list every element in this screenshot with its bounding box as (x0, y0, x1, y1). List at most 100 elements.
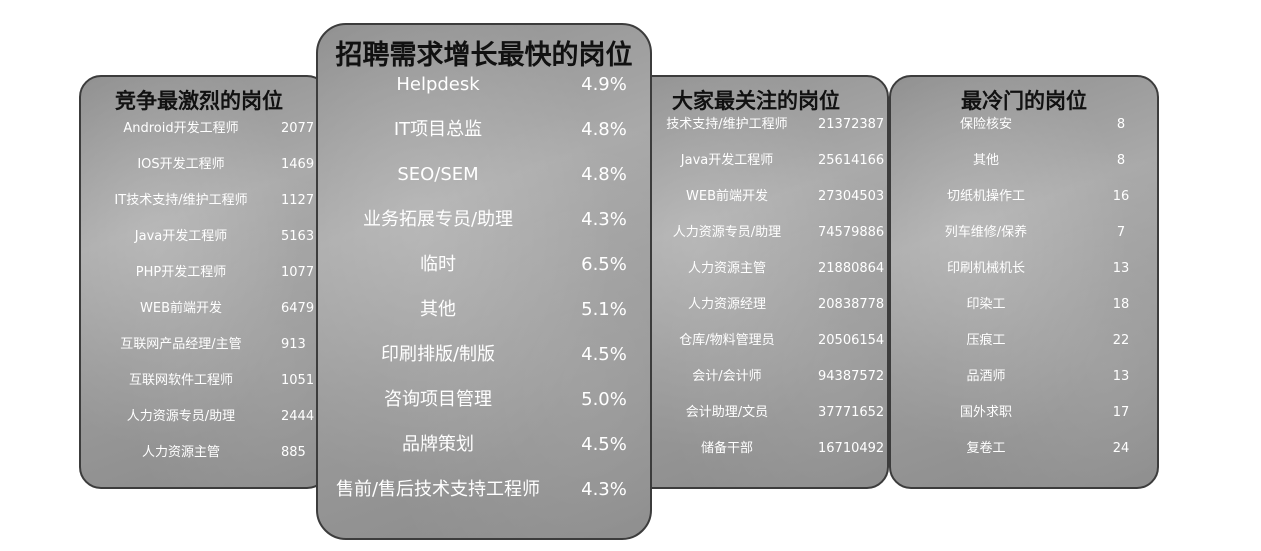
job-value: 25614166 (818, 153, 885, 168)
list-item: 切纸机操作工 16 (891, 187, 1157, 207)
job-value: 94387572 (818, 369, 885, 384)
list-item: Java开发工程师 5163 (81, 227, 327, 247)
list-item: IOS开发工程师 1469 (81, 155, 327, 175)
job-name: 临时 (420, 254, 456, 275)
job-name: Helpdesk (396, 74, 480, 95)
job-value: 20506154 (818, 333, 885, 348)
job-name: 互联网产品经理/主管 (120, 337, 242, 352)
job-value: 20838778 (818, 297, 885, 312)
job-value: 6479 (281, 301, 315, 316)
job-name: 切纸机操作工 (946, 189, 1025, 204)
job-name: 会计助理/文员 (685, 405, 769, 420)
job-name: 其他 (972, 153, 999, 168)
list-item: 仓库/物料管理员 20506154 (612, 331, 887, 351)
list-item: 临时 6.5% (318, 251, 650, 279)
card-title: 最冷门的岗位 (961, 89, 1087, 113)
job-name: 技术支持/维护工程师 (666, 117, 788, 132)
job-name: 人力资源经理 (687, 297, 766, 312)
job-value: 17 (1112, 405, 1130, 420)
job-name: 仓库/物料管理员 (679, 333, 775, 348)
job-name: 印刷机械机长 (946, 261, 1025, 276)
list-item: WEB前端开发 27304503 (612, 187, 887, 207)
job-value: 13 (1112, 261, 1130, 276)
list-item: 人力资源主管 21880864 (612, 259, 887, 279)
job-name: 品牌策划 (402, 434, 474, 455)
job-value: 1469 (281, 157, 315, 172)
list-item: 人力资源专员/助理 2444 (81, 407, 327, 427)
job-value: 24 (1112, 441, 1130, 456)
job-name: 复卷工 (966, 441, 1006, 456)
card-title: 竞争最激烈的岗位 (115, 89, 283, 113)
list-item: 保险核安 8 (891, 115, 1157, 135)
list-item: 人力资源主管 885 (81, 443, 327, 463)
competitive-jobs-card: 竞争最激烈的岗位 Android开发工程师 2077 IOS开发工程师 1469 IT技… (79, 75, 329, 489)
job-value: 8 (1116, 117, 1126, 132)
job-name: Java开发工程师 (680, 153, 774, 168)
job-name: 品酒师 (966, 369, 1006, 384)
job-value: 913 (281, 337, 306, 352)
job-value: 4.8% (581, 164, 627, 185)
job-value: 18 (1112, 297, 1130, 312)
job-name: 人力资源专员/助理 (126, 409, 236, 424)
list-item: 其他 8 (891, 151, 1157, 171)
job-value: 27304503 (818, 189, 885, 204)
job-value: 7 (1116, 225, 1126, 240)
list-item: 人力资源经理 20838778 (612, 295, 887, 315)
list-item: Java开发工程师 25614166 (612, 151, 887, 171)
job-value: 13 (1112, 369, 1130, 384)
job-name: IT项目总监 (393, 119, 483, 140)
job-name: 售前/售后技术支持工程师 (335, 479, 541, 500)
job-value: 885 (281, 445, 306, 460)
job-value: 5.0% (581, 389, 627, 410)
job-value: 37771652 (818, 405, 885, 420)
list-item: 技术支持/维护工程师 21372387 (612, 115, 887, 135)
list-item: 会计/会计师 94387572 (612, 367, 887, 387)
popular-jobs-card: 大家最关注的岗位 技术支持/维护工程师 21372387 Java开发工程师 2561… (610, 75, 889, 489)
job-name: 人力资源专员/助理 (672, 225, 782, 240)
list-item: 咨询项目管理 5.0% (318, 386, 650, 414)
job-name: WEB前端开发 (140, 301, 222, 316)
job-name: IOS开发工程师 (137, 157, 225, 172)
job-name: 印刷排版/制版 (380, 344, 496, 365)
job-value: 4.5% (581, 434, 627, 455)
list-item: 复卷工 24 (891, 439, 1157, 459)
job-value: 74579886 (818, 225, 885, 240)
job-value: 22 (1112, 333, 1130, 348)
list-item: 印刷排版/制版 4.5% (318, 341, 650, 369)
list-item: 印刷机械机长 13 (891, 259, 1157, 279)
job-value: 6.5% (581, 254, 627, 275)
job-value: 5.1% (581, 299, 627, 320)
job-name: 会计/会计师 (692, 369, 762, 384)
job-value: 4.5% (581, 344, 627, 365)
job-value: 4.8% (581, 119, 627, 140)
job-value: 16 (1112, 189, 1130, 204)
job-name: 互联网软件工程师 (128, 373, 233, 388)
job-name: Android开发工程师 (123, 121, 239, 136)
job-name: 人力资源主管 (141, 445, 220, 460)
list-item: 会计助理/文员 37771652 (612, 403, 887, 423)
list-item: 售前/售后技术支持工程师 4.3% (318, 476, 650, 504)
job-value: 21372387 (818, 117, 885, 132)
job-value: 2077 (281, 121, 315, 136)
list-item: 储备干部 16710492 (612, 439, 887, 459)
job-name: 储备干部 (700, 441, 753, 456)
job-name: 咨询项目管理 (384, 389, 492, 410)
job-value: 4.9% (581, 74, 627, 95)
card-title: 招聘需求增长最快的岗位 (335, 40, 633, 71)
job-name: 印染工 (966, 297, 1006, 312)
job-value: 4.3% (581, 209, 627, 230)
list-item: Android开发工程师 2077 (81, 119, 327, 139)
list-item: PHP开发工程师 1077 (81, 263, 327, 283)
cold-jobs-card: 最冷门的岗位 保险核安 8 其他 8 切纸机操作工 16 列车维修/保养 7 印刷机械机长 13 印… (889, 75, 1159, 489)
job-value: 16710492 (818, 441, 885, 456)
list-item: 互联网产品经理/主管 913 (81, 335, 327, 355)
list-item: 业务拓展专员/助理 4.3% (318, 206, 650, 234)
list-item: 压痕工 22 (891, 331, 1157, 351)
list-item: SEO/SEM 4.8% (318, 161, 650, 189)
list-item: 国外求职 17 (891, 403, 1157, 423)
job-name: 压痕工 (966, 333, 1006, 348)
list-item: 品牌策划 4.5% (318, 431, 650, 459)
fastest-growth-jobs-card: 招聘需求增长最快的岗位 Helpdesk 4.9% IT项目总监 4.8% SEO/SE… (316, 23, 652, 540)
job-value: 8 (1116, 153, 1126, 168)
